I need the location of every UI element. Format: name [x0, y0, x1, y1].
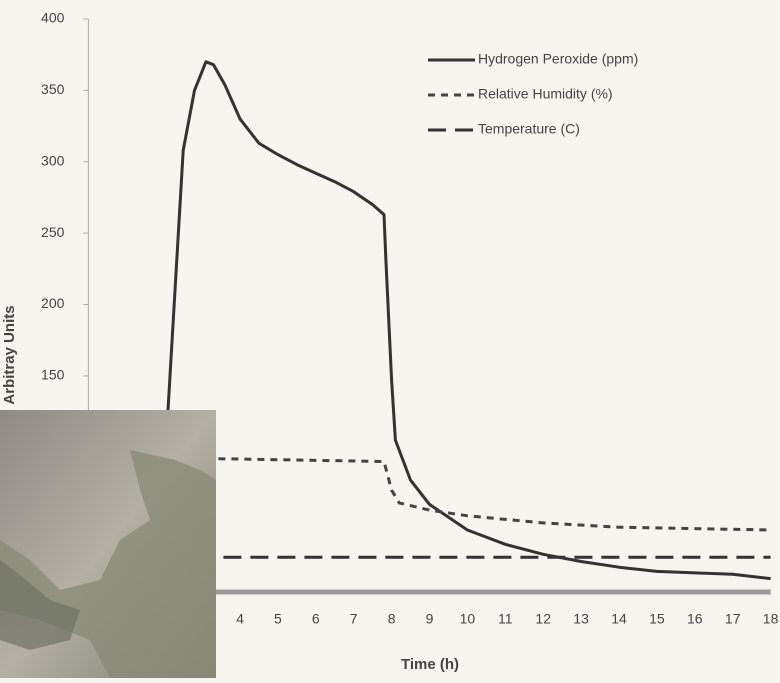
- x-tick-label: 9: [426, 611, 434, 627]
- y-axis-label: Arbitray Units: [1, 305, 18, 404]
- x-tick-label: 6: [312, 611, 320, 627]
- x-tick-label: 15: [649, 611, 665, 627]
- legend-label: Relative Humidity (%): [478, 86, 613, 102]
- y-tick-label: 350: [41, 81, 65, 97]
- x-tick-label: 14: [611, 611, 627, 627]
- x-tick-label: 4: [236, 611, 244, 627]
- y-tick-label: 400: [41, 10, 65, 26]
- series-line: [164, 60, 771, 581]
- x-tick-label: 7: [350, 611, 358, 627]
- x-tick-label: 16: [687, 611, 703, 627]
- series-line: [88, 457, 771, 532]
- y-tick-label: 300: [41, 152, 65, 168]
- y-tick-label: 150: [41, 367, 65, 383]
- x-tick-label: 5: [274, 611, 282, 627]
- x-tick-label: 13: [573, 611, 589, 627]
- legend-label: Hydrogen Peroxide (ppm): [478, 51, 638, 67]
- y-tick-label: 250: [41, 224, 65, 240]
- x-tick-label: 8: [388, 611, 396, 627]
- x-tick-label: 18: [763, 611, 779, 627]
- photo-inset: [0, 410, 216, 678]
- x-tick-label: 17: [725, 611, 741, 627]
- photo-texture: [0, 560, 80, 650]
- x-tick-label: 10: [460, 611, 476, 627]
- y-tick-label: 200: [41, 295, 65, 311]
- x-tick-label: 11: [498, 611, 513, 627]
- legend-label: Temperature (C): [478, 121, 580, 137]
- x-axis-label: Time (h): [401, 656, 459, 673]
- x-tick-label: 12: [535, 611, 551, 627]
